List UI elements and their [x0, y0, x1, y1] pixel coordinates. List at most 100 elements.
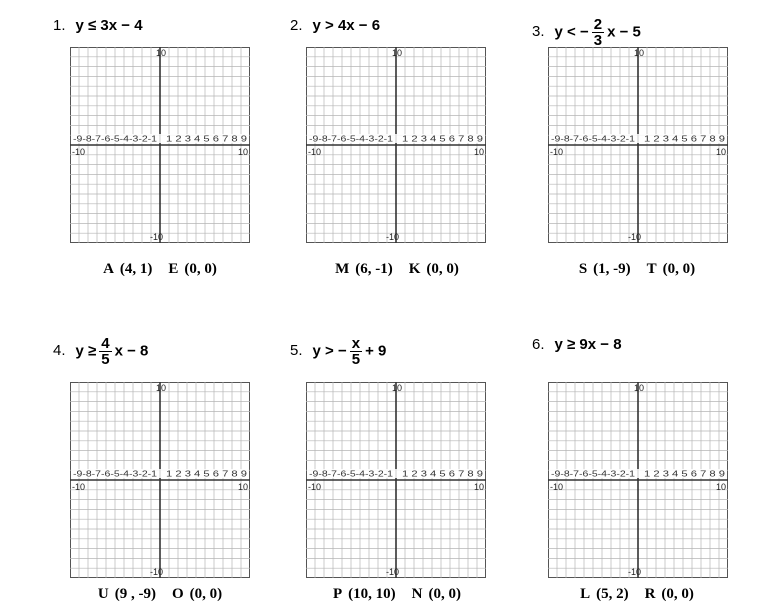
choice-letter: L: [580, 586, 591, 602]
tick-label-background: [307, 134, 485, 143]
choice-point: (0, 0): [661, 586, 694, 602]
choice-point: (9 , -9): [114, 586, 156, 602]
x-max-label: 10: [474, 482, 484, 492]
choice-letter: A: [103, 261, 114, 277]
inequality-lhs: y < −: [554, 23, 589, 41]
x-max-label: 10: [474, 147, 484, 157]
problem-label: 6. y ≥ 9x − 8: [532, 336, 622, 354]
y-min-label: -10: [386, 232, 399, 242]
coordinate-grid[interactable]: -9-8-7-6-5-4-3-2-1 1 2 3 4 5 6 7 8 9 -10 10…: [70, 382, 250, 578]
choice-letter: O: [171, 586, 184, 602]
problem-label: 5. y > − x 5 + 9: [290, 336, 386, 367]
answer-choices: S (1, -9) T (0, 0): [537, 261, 737, 278]
inequality-lhs: y > 4x − 6: [312, 17, 381, 34]
choice-letter: S: [578, 261, 588, 277]
x-tick-labels-negative: -9-8-7-6-5-4-3-2-1: [551, 470, 636, 479]
coordinate-grid[interactable]: -9-8-7-6-5-4-3-2-1 1 2 3 4 5 6 7 8 9 -10 10…: [70, 47, 250, 243]
fraction-denominator: 5: [351, 351, 361, 368]
x-min-label: -10: [308, 482, 321, 492]
choice-point: (0, 0): [189, 586, 223, 602]
y-min-label: -10: [628, 567, 641, 577]
answer-choice[interactable]: O (0, 0): [172, 586, 222, 602]
inequality-lhs: y ≥ 9x − 8: [554, 336, 622, 353]
inequality-rhs: x − 8: [114, 342, 149, 360]
problem-label: 2. y > 4x − 6: [290, 17, 380, 35]
answer-choice[interactable]: A (4, 1): [103, 261, 152, 277]
problem-number: 6.: [532, 336, 545, 353]
answer-choice[interactable]: L (5, 2): [580, 586, 629, 602]
coordinate-grid[interactable]: -9-8-7-6-5-4-3-2-1 1 2 3 4 5 6 7 8 9 -10 10…: [306, 47, 486, 243]
answer-choices: A (4, 1) E (0, 0): [60, 261, 260, 278]
answer-choice[interactable]: M (6, -1): [335, 261, 393, 277]
choice-point: (5, 2): [596, 586, 629, 602]
tick-label-background: [71, 134, 249, 143]
inequality-lhs: y ≤ 3x − 4: [75, 17, 143, 34]
y-min-label: -10: [150, 567, 163, 577]
inequality-lhs: y > −: [312, 342, 347, 360]
y-max-label: 10: [392, 48, 402, 58]
tick-label-background: [307, 469, 485, 478]
x-tick-labels-positive: 1 2 3 4 5 6 7 8 9: [166, 470, 248, 479]
y-min-label: -10: [150, 232, 163, 242]
x-min-label: -10: [550, 482, 563, 492]
x-min-label: -10: [308, 147, 321, 157]
x-min-label: -10: [72, 482, 85, 492]
inequality-rhs: + 9: [365, 342, 387, 360]
x-tick-labels-negative: -9-8-7-6-5-4-3-2-1: [551, 135, 636, 144]
answer-choice[interactable]: K (0, 0): [409, 261, 459, 277]
answer-choice[interactable]: R (0, 0): [645, 586, 694, 602]
problem-number: 1.: [53, 17, 66, 34]
x-tick-labels-positive: 1 2 3 4 5 6 7 8 9: [644, 135, 726, 144]
answer-choice[interactable]: T (0, 0): [647, 261, 696, 277]
x-max-label: 10: [238, 482, 248, 492]
fraction-numerator: 2: [591, 16, 605, 33]
choice-letter: U: [97, 586, 109, 602]
answer-choice[interactable]: P (10, 10): [333, 586, 396, 602]
choice-point: (10, 10): [348, 586, 396, 602]
answer-choice[interactable]: N (0, 0): [412, 586, 461, 602]
y-max-label: 10: [634, 383, 644, 393]
coordinate-grid[interactable]: -9-8-7-6-5-4-3-2-1 1 2 3 4 5 6 7 8 9 -10 10…: [548, 47, 728, 243]
tick-label-background: [549, 134, 727, 143]
fraction-numerator: x: [349, 335, 363, 352]
choice-point: (0, 0): [426, 261, 459, 277]
answer-choice[interactable]: S (1, -9): [579, 261, 631, 277]
x-tick-labels-negative: -9-8-7-6-5-4-3-2-1: [309, 470, 394, 479]
choice-point: (1, -9): [593, 261, 631, 277]
x-tick-labels-positive: 1 2 3 4 5 6 7 8 9: [166, 135, 248, 144]
y-max-label: 10: [392, 383, 402, 393]
coordinate-grid[interactable]: -9-8-7-6-5-4-3-2-1 1 2 3 4 5 6 7 8 9 -10 10…: [548, 382, 728, 578]
y-max-label: 10: [156, 48, 166, 58]
choice-point: (4, 1): [119, 261, 153, 277]
problem-label: 4. y ≥4 5 x − 8: [53, 336, 148, 367]
x-tick-labels-negative: -9-8-7-6-5-4-3-2-1: [73, 135, 158, 144]
x-max-label: 10: [716, 482, 726, 492]
answer-choices: M (6, -1) K (0, 0): [297, 261, 497, 278]
x-max-label: 10: [238, 147, 248, 157]
answer-choice[interactable]: E (0, 0): [168, 261, 217, 277]
y-min-label: -10: [386, 567, 399, 577]
choice-letter: P: [332, 586, 343, 602]
y-max-label: 10: [156, 383, 166, 393]
x-tick-labels-negative: -9-8-7-6-5-4-3-2-1: [73, 470, 158, 479]
choice-letter: R: [644, 586, 656, 602]
answer-choice[interactable]: U (9 , -9): [98, 586, 156, 602]
problem-number: 3.: [532, 23, 545, 41]
choice-letter: K: [408, 261, 421, 277]
x-tick-labels-positive: 1 2 3 4 5 6 7 8 9: [402, 470, 484, 479]
problem-label: 1. y ≤ 3x − 4: [53, 17, 143, 35]
inequality-rhs: x − 5: [607, 23, 641, 41]
inequality-lhs: y ≥: [75, 342, 97, 360]
choice-point: (6, -1): [355, 261, 393, 277]
tick-label-background: [549, 469, 727, 478]
x-min-label: -10: [550, 147, 563, 157]
y-min-label: -10: [628, 232, 641, 242]
fraction-numerator: 4: [99, 335, 112, 352]
coordinate-grid[interactable]: -9-8-7-6-5-4-3-2-1 1 2 3 4 5 6 7 8 9 -10 10…: [306, 382, 486, 578]
problem-number: 5.: [290, 342, 303, 360]
choice-letter: N: [411, 586, 423, 602]
answer-choices: P (10, 10) N (0, 0): [297, 586, 497, 603]
